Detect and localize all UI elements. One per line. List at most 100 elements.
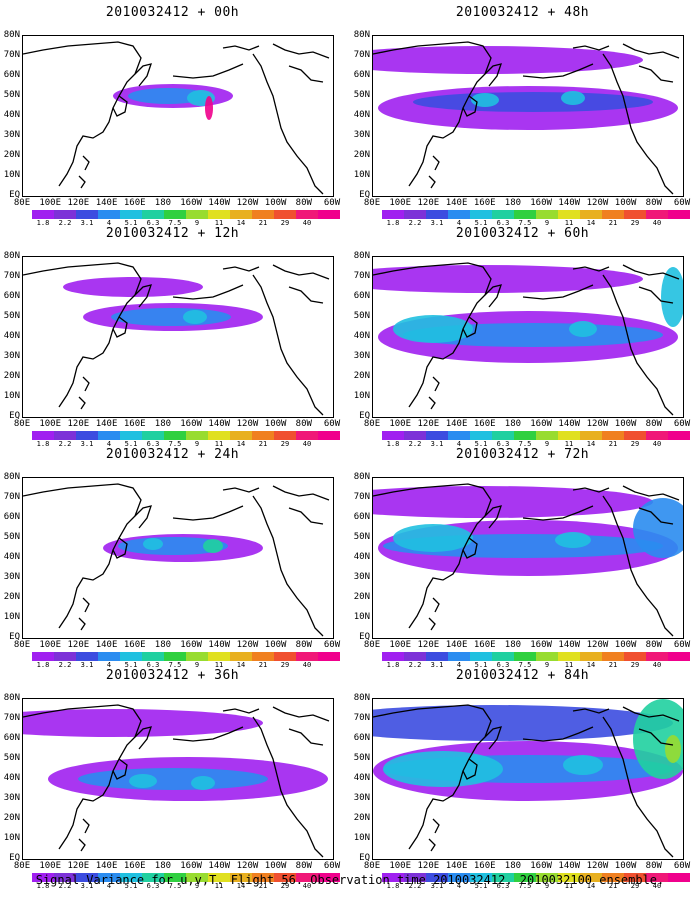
variance-region [665,735,681,763]
variance-region [661,267,683,327]
variance-region [129,774,157,788]
coastline [522,505,594,521]
colorbar-swatch [668,873,690,882]
coastline [112,95,128,117]
longitude-label: 100W [614,419,637,429]
colorbar-swatch [492,873,514,882]
latitude-label: 30N [3,130,20,140]
longitude-label: 100E [389,419,412,429]
colorbar-swatch [514,431,536,440]
longitude-label: 140W [208,419,231,429]
coastline [484,284,502,308]
variance-region [383,751,503,787]
longitude-label: 80W [645,640,662,650]
panel-title: 2010032412 + 36h [105,668,240,683]
coastline [428,838,436,852]
colorbar-label: 14 [236,661,246,669]
colorbar-label: 21 [258,882,268,890]
colorbar-label: 5.1 [474,219,488,227]
colorbar-label: 2.2 [58,440,72,448]
longitude-label: 120E [67,640,90,650]
coastline [432,376,440,392]
colorbar-label: 6.3 [146,882,160,890]
variance-region [63,277,203,297]
latitude-label: 10N [3,170,20,180]
longitude-label: 80E [363,861,381,871]
colorbar-label: 2.2 [408,219,422,227]
colorbar [382,210,690,219]
colorbar-swatch [54,873,76,882]
colorbar-swatch [514,873,536,882]
colorbar-swatch [382,652,404,661]
longitude-label: 180 [154,640,172,650]
coastline [172,505,244,521]
longitude-label: 80W [645,198,662,208]
colorbar-label: 7.5 [518,882,532,890]
longitude-label: 80W [295,198,312,208]
colorbar-label: 4 [456,440,462,448]
longitude-label: 100W [264,198,287,208]
colorbar [32,431,340,440]
variance-region [471,93,499,107]
variance-region [373,486,653,518]
colorbar-swatch [76,652,98,661]
latitude-label: 40N [3,773,20,783]
signal-variance-map [372,477,684,639]
colorbar-swatch [602,431,624,440]
coastline [638,286,674,304]
longitude-label: 80W [295,419,312,429]
colorbar-label: 29 [630,661,640,669]
colorbar-label: 29 [280,661,290,669]
colorbar-swatch [382,210,404,219]
colorbar-swatch [274,873,296,882]
longitude-label: 120W [586,861,609,871]
longitude-label: 140W [208,198,231,208]
colorbar-label: 3.1 [430,661,444,669]
longitude-label: 180 [154,419,172,429]
colorbar-swatch [668,652,690,661]
coastline [252,53,324,195]
colorbar-swatch [164,873,186,882]
colorbar-swatch [142,210,164,219]
colorbar-swatch [164,431,186,440]
colorbar-label: 21 [608,219,618,227]
colorbar-swatch [646,652,668,661]
colorbar-swatch [274,431,296,440]
coastline [272,264,330,280]
latitude-label: 60N [353,291,370,301]
latitude-label: 70N [3,492,20,502]
longitude-label: 140W [208,861,231,871]
longitude-label: 160W [180,640,202,650]
latitude-label: 70N [353,713,370,723]
coastline [288,507,324,525]
colorbar-label: 7.5 [168,661,182,669]
colorbar-label: 5.1 [124,440,138,448]
colorbar-label: 5.1 [474,440,488,448]
longitude-label: 100E [39,861,62,871]
colorbar-label: 11 [214,661,224,669]
coastline [522,284,594,300]
colorbar-label: 9 [194,882,200,890]
latitude-label: 50N [3,753,20,763]
coastline [222,708,260,714]
forecast-panel: 2010032412 + 84h 80N 70N 60N 50N 40N 30N 20N 10N… [350,668,695,890]
colorbar-label: 40 [652,219,662,227]
colorbar-swatch [426,431,448,440]
latitude-label: 30N [3,793,20,803]
colorbar-swatch [536,873,558,882]
colorbar-label: 29 [280,219,290,227]
coastline [82,155,90,171]
colorbar-swatch [186,431,208,440]
coastline [428,396,436,410]
colorbar-swatch [296,431,318,440]
colorbar-swatch [492,210,514,219]
colorbar-swatch [470,431,492,440]
colorbar-swatch [646,873,668,882]
longitude-label: 120E [417,861,440,871]
coastline [602,495,674,637]
latitude-label: 10N [3,833,20,843]
colorbar-label: 14 [586,440,596,448]
colorbar-swatch [646,431,668,440]
forecast-panel: 2010032412 + 12h 80N 70N 60N 50N 40N 30N 20N 10N… [0,226,345,448]
colorbar-label: 14 [236,440,246,448]
